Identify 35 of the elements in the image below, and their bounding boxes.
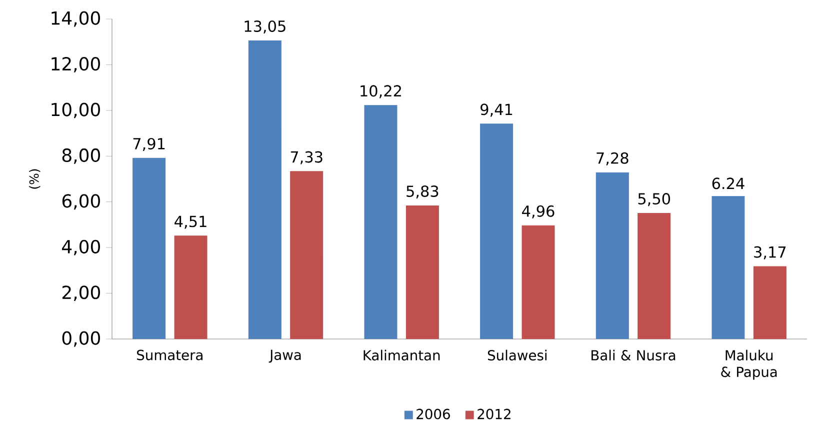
data-label: 10,22 <box>360 85 401 98</box>
y-tick-label: 4,00 <box>62 240 100 256</box>
data-label: 9,41 <box>480 104 512 117</box>
x-tick-label: Maluku & Papua <box>721 350 777 380</box>
data-label: 5,50 <box>638 193 670 206</box>
data-label: 13,05 <box>244 20 286 34</box>
data-label: 4,51 <box>174 216 206 229</box>
y-tick-label: 14,00 <box>52 11 100 27</box>
x-tick-label: Kalimantan <box>364 350 440 360</box>
data-label: 6.24 <box>712 178 744 190</box>
legend-label: 2012 <box>478 408 510 420</box>
bar <box>753 266 786 339</box>
x-tick-label: Bali & Nusra <box>592 350 676 360</box>
y-tick-label: 8,00 <box>62 148 100 164</box>
data-label: 4,96 <box>522 205 554 218</box>
bar <box>406 205 439 339</box>
data-label: 7,33 <box>290 151 322 164</box>
bar <box>174 236 208 339</box>
x-tick-label: Jawa <box>268 350 301 363</box>
y-tick-label: 6,00 <box>62 194 100 210</box>
y-tick-label: 0,00 <box>62 331 100 347</box>
data-label: 7,28 <box>596 152 628 166</box>
bar <box>522 225 555 339</box>
x-tick-label: Sumatera <box>137 350 202 360</box>
y-tick-label: 12,00 <box>52 56 100 72</box>
data-label: 7,91 <box>133 138 165 151</box>
data-label: 5,83 <box>406 185 438 199</box>
data-label: 3,17 <box>754 246 786 260</box>
bar <box>638 213 671 339</box>
legend-label: 2006 <box>416 408 450 420</box>
x-tick-label: Sulawesi <box>488 350 546 360</box>
bar <box>290 171 324 339</box>
y-tick-label: 10,00 <box>52 102 100 118</box>
y-axis-title: (%) <box>29 169 40 189</box>
y-tick-label: 2,00 <box>62 286 100 301</box>
